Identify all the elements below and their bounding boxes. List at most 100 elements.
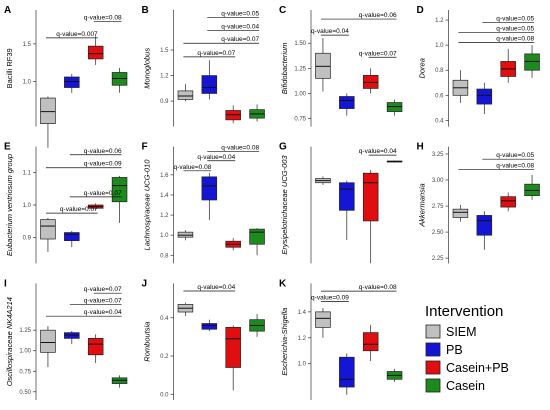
- box-h-siem: [452, 205, 469, 222]
- box-body-e-pb: [64, 232, 80, 242]
- y-tick-label-j-1: 0.2: [160, 354, 169, 360]
- significance-label-j-0: q-value=0.04: [197, 284, 235, 291]
- box-body-h-pb: [476, 215, 493, 236]
- box-i-casein: [111, 375, 128, 388]
- significance-label-f-2: q-value=0.08: [221, 145, 259, 152]
- legend-swatch-casein: [425, 378, 441, 393]
- legend-label-casein: Casein: [446, 379, 485, 393]
- box-body-a-siem: [40, 97, 56, 125]
- y-tick-label-h-2: 2.75: [432, 204, 444, 210]
- y-tick-label-c-0: 0.75: [294, 117, 306, 123]
- panel-label-f: F: [142, 142, 148, 153]
- significance-label-c-0: q-value=0.04: [311, 28, 349, 35]
- box-e-casein: [111, 175, 128, 223]
- y-axis-label-e: Eubacterium ventriosum group: [5, 154, 14, 256]
- y-tick-label-h-1: 2.50: [432, 230, 444, 236]
- box-b-pb: [201, 60, 218, 100]
- y-tick-label-b-2: 1.5: [160, 48, 169, 54]
- box-body-h-casein: [524, 183, 540, 196]
- y-tick-label-h-4: 3.25: [432, 152, 444, 158]
- box-e-casein-pb: [87, 203, 104, 210]
- box-body-c-casein: [386, 102, 403, 112]
- panel-label-j: J: [142, 278, 148, 289]
- y-tick-label-i-0: 0.50: [19, 390, 31, 396]
- y-tick-label-d-0: 0.4: [435, 118, 444, 124]
- box-b-casein-pb: [225, 105, 241, 124]
- significance-label-b-1: q-value=0.07: [221, 36, 259, 43]
- box-body-a-pb: [64, 76, 80, 88]
- box-body-d-pb: [476, 88, 493, 105]
- significance-label-b-3: q-value=0.05: [221, 11, 259, 18]
- y-axis-label-g: Erysipelotrichaceae UCG-003: [280, 155, 289, 255]
- box-body-k-pb: [339, 356, 355, 388]
- box-d-pb: [476, 82, 493, 115]
- significance-label-k-1: q-value=0.08: [359, 284, 397, 291]
- y-tick-label-d-1: 0.6: [435, 93, 444, 99]
- box-body-c-casein-pb: [362, 75, 379, 89]
- y-tick-label-f-0: 0.8: [160, 253, 169, 259]
- panel-label-e: E: [4, 142, 11, 153]
- significance-label-i-0: q-value=0.04: [84, 309, 122, 316]
- significance-label-d-2: q-value=0.05: [496, 16, 534, 23]
- y-tick-label-d-3: 1.0: [435, 43, 444, 49]
- panel-h: H 2.25 2.50 2.75 3.00 3.25 Akkermansia q-value=…: [417, 142, 540, 264]
- box-k-pb: [339, 353, 355, 395]
- significance-label-f-0: q-value=0.08: [174, 164, 212, 171]
- y-tick-label-e-0: 0.9: [23, 235, 32, 241]
- y-tick-label-b-1: 1.2: [160, 74, 169, 80]
- significance-label-d-1: q-value=0.05: [496, 26, 534, 33]
- box-g-casein-pb: [362, 170, 379, 264]
- panel-label-b: B: [142, 5, 149, 16]
- significance-label-e-2: q-value=0.09: [84, 161, 122, 168]
- box-f-siem: [177, 230, 194, 241]
- box-body-e-casein: [111, 177, 128, 203]
- box-h-casein-pb: [500, 192, 516, 212]
- box-c-pb: [339, 93, 355, 116]
- box-body-f-casein: [249, 228, 265, 245]
- box-a-casein-pb: [87, 36, 104, 65]
- box-k-casein-pb: [362, 324, 379, 362]
- panel-label-a: A: [4, 5, 11, 16]
- box-body-k-casein-pb: [362, 332, 379, 352]
- box-body-c-pb: [339, 96, 355, 109]
- panel-a: A 1.0 1.5 Bacilli RF39 q-value=0.007 q-value=…: [4, 5, 128, 148]
- y-tick-label-i-3: 1.25: [19, 328, 31, 334]
- box-body-d-casein: [524, 53, 540, 71]
- significance-label-d-0: q-value=0.08: [496, 36, 534, 43]
- y-tick-label-f-4: 1.6: [160, 173, 169, 179]
- box-body-h-casein-pb: [500, 196, 516, 208]
- y-tick-label-c-3: 1.50: [294, 41, 306, 47]
- significance-label-e-0: q-value=0.07: [60, 206, 98, 213]
- panel-e: E 0.9 1.0 1.1 Eubacterium ventriosum group q-…: [4, 142, 128, 264]
- y-tick-label-b-0: 0.9: [160, 99, 169, 105]
- box-c-siem: [315, 38, 331, 92]
- y-tick-label-j-2: 0.4: [160, 316, 169, 322]
- legend-swatch-casein-pb: [425, 360, 441, 375]
- box-g-siem: [315, 176, 331, 185]
- box-i-siem: [40, 326, 56, 368]
- box-f-casein: [249, 228, 265, 256]
- significance-label-c-2: q-value=0.06: [359, 12, 397, 19]
- y-tick-label-i-1: 0.75: [19, 369, 31, 375]
- box-g-casein: [386, 160, 403, 163]
- y-axis-label-c: Bifidobacterium: [280, 42, 289, 94]
- box-body-g-casein-pb: [362, 172, 379, 222]
- y-tick-label-c-2: 1.25: [294, 66, 306, 72]
- significance-label-f-1: q-value=0.04: [197, 154, 235, 161]
- box-body-k-siem: [315, 311, 331, 328]
- legend-label-casein-pb: Casein+PB: [446, 361, 509, 375]
- y-tick-label-k-1: 1.2: [298, 336, 307, 342]
- y-tick-label-k-0: 1.0: [298, 362, 307, 368]
- y-axis-label-j: Romboutsia: [143, 322, 152, 362]
- y-axis-label-h: Akkermansia: [418, 183, 427, 227]
- y-axis-label-d: Dorea: [418, 58, 427, 78]
- legend-title: Intervention: [425, 303, 503, 320]
- significance-label-h-1: q-value=0.05: [496, 152, 534, 159]
- box-j-siem: [177, 302, 194, 316]
- box-k-casein: [386, 368, 403, 382]
- significance-label-e-1: q-value=0.07: [84, 190, 122, 197]
- panel-label-g: G: [279, 142, 287, 153]
- box-j-pb: [201, 319, 218, 332]
- box-body-i-casein-pb: [87, 338, 104, 356]
- panel-label-k: K: [279, 278, 287, 289]
